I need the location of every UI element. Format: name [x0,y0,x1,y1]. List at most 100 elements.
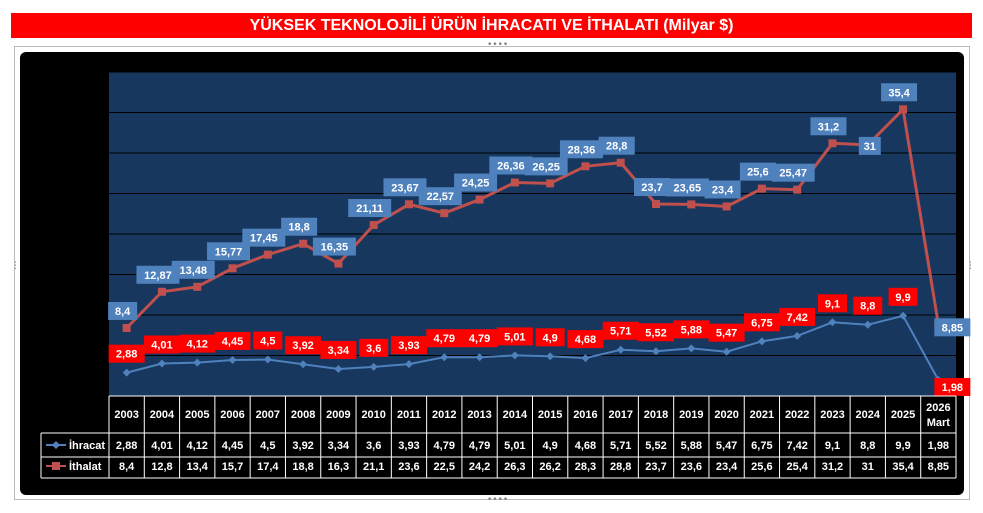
category-label: 2018 [644,409,668,421]
chart-frame[interactable] [14,46,970,500]
data-labels: 2,88 4,01 4,12 4,45 4,5 3,92 3,34 3,6 3,93 4,79 4,… [108,83,971,396]
table-cell: 26,3 [504,461,525,473]
table-cell: 5,47 [716,440,737,452]
ithalat-data-label: 25,6 [747,167,768,179]
ihracat-data-label: 4,79 [469,333,490,345]
resize-handle-top[interactable]: •••• [487,40,509,50]
ithalat-data-label: 18,8 [288,222,309,234]
table-cell: 28,8 [610,461,631,473]
ithalat-data-label-bg [383,178,427,197]
ithalat-point [193,282,202,291]
ithalat-data-label: 23,67 [391,182,419,194]
ithalat-point [475,195,484,204]
table-cell: 13,4 [187,461,209,473]
category-label: 2020 [714,409,738,421]
ithalat-data-label-bg [771,163,815,182]
table-cell: 4,01 [151,440,172,452]
ihracat-data-label: 4,12 [187,339,208,351]
table-cell: 4,68 [575,440,596,452]
category-label: 2026 [926,402,950,414]
ihracat-data-label: 3,34 [328,345,350,357]
resize-handle-left[interactable]: ⋮ [11,261,20,271]
ihracat-data-label-bg [602,321,639,340]
table-cell: 2,88 [116,440,137,452]
ithalat-point [793,185,802,194]
category-label: 2019 [679,409,703,421]
ihracat-data-label: 3,92 [292,340,313,352]
ihracat-data-label-bg [461,329,498,348]
ithalat-data-label: 28,36 [568,144,596,156]
table-cell: 4,9 [542,440,557,452]
ihracat-point [687,344,696,353]
ithalat-data-label-bg [418,187,462,206]
ihracat-point [404,360,413,369]
ithalat-point [228,264,237,273]
ithalat-data-label: 25,47 [779,168,807,180]
ithalat-point [828,139,837,148]
ithalat-data-label-bg [136,265,180,284]
category-label: 2022 [785,409,809,421]
table-cell: 3,92 [292,440,313,452]
ithalat-data-label: 23,65 [674,182,702,194]
category-label: 2014 [503,409,528,421]
ithalat-data-label-bg [348,199,392,218]
ithalat-data-label: 26,36 [497,160,525,172]
table-cell: 4,79 [434,440,455,452]
table-cell: 15,7 [222,461,243,473]
ihracat-data-label-bg [143,335,180,354]
category-label: 2013 [467,409,491,421]
table-cell: 9,9 [895,440,910,452]
resize-handle-right[interactable]: ⋮ [966,261,975,271]
ithalat-data-label-bg [242,228,286,247]
category-label: 2016 [573,409,597,421]
table-cell: 25,4 [786,461,808,473]
ihracat-point [757,337,766,346]
ithalat-data-label-bg [207,242,251,261]
ihracat-data-label: 1,98 [942,382,963,394]
table-cell: 5,71 [610,440,631,452]
table-cell: 25,6 [751,461,772,473]
table-cell: 1,98 [928,440,949,452]
ithalat-data-label: 28,8 [606,141,627,153]
ihracat-data-label-bg [817,294,847,313]
ithalat-point [899,105,908,114]
table-cell: 22,5 [434,461,455,473]
ithalat-data-label-bg [739,162,776,181]
ihracat-data-label-bg [708,323,745,342]
ithalat-data-label-bg [858,136,881,155]
category-label: 2021 [750,409,774,421]
category-label: 2006 [220,409,244,421]
ihracat-point [475,353,484,362]
ithalat-point [616,158,625,167]
category-label: 2023 [820,409,844,421]
table-cell: 9,1 [825,440,840,452]
resize-handle-bottom[interactable]: •••• [487,495,509,505]
category-label: 2004 [150,409,175,421]
table-cell: 4,12 [187,440,208,452]
ithalat-point [510,178,519,187]
ihracat-data-label-bg [285,336,322,355]
ihracat-data-label-bg [496,327,533,346]
ithalat-data-label: 17,45 [250,233,278,245]
ihracat-point [793,331,802,340]
legend-label-ihracat: İhracat [69,439,105,452]
table-cell: 7,42 [786,440,807,452]
category-label: 2015 [538,409,562,421]
ithalat-data-label-bg [171,260,215,279]
ithalat-data-label: 31 [864,141,876,153]
ithalat-data-label-bg [312,237,356,256]
ihracat-data-label-bg [638,323,675,342]
table-cell: 3,34 [328,440,350,452]
ithalat-data-label: 8,85 [942,322,963,334]
ihracat-data-label: 3,6 [366,343,381,355]
category-label: 2005 [185,409,209,421]
ithalat-data-label: 23,7 [641,182,662,194]
ihracat-data-label: 9,9 [895,292,910,304]
ihracat-data-label: 5,52 [645,327,666,339]
table-cell: 3,6 [366,440,381,452]
ithalat-data-label-bg [524,157,568,176]
ihracat-data-label: 5,71 [610,326,631,338]
ithalat-data-label: 24,25 [462,178,490,190]
ihracat-point [263,355,272,364]
series-line-ihracat [126,314,940,381]
